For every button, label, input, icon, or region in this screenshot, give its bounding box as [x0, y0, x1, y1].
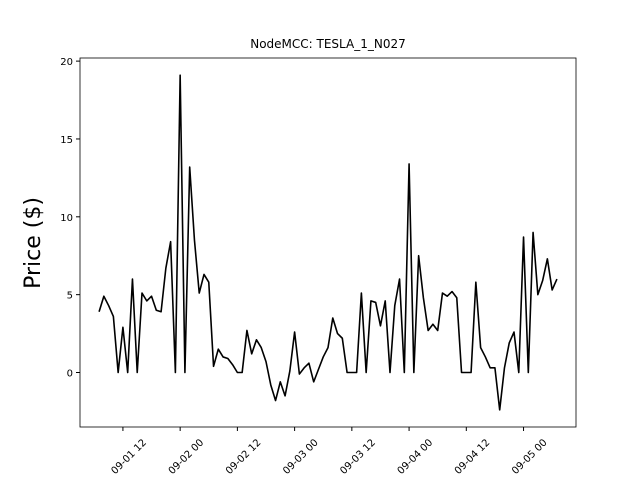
- plot-frame: [79, 57, 577, 428]
- y-tick-label: 15: [60, 135, 73, 146]
- x-tick-label: 09-02 12: [224, 437, 264, 477]
- y-tick-label: 10: [60, 213, 73, 224]
- x-tick-label: 09-03 00: [281, 437, 321, 477]
- x-tick-label: 09-04 00: [396, 437, 436, 477]
- y-tick-label: 5: [67, 291, 73, 302]
- y-tick-label: 0: [67, 369, 73, 380]
- line-series: [98, 74, 558, 411]
- x-tick-label: 09-02 00: [167, 437, 207, 477]
- x-tick-label: 09-01 12: [109, 437, 149, 477]
- y-tick-label: 20: [60, 57, 73, 68]
- chart-title: NodeMCC: TESLA_1_N027: [250, 37, 406, 51]
- x-tick-label: 09-04 12: [453, 437, 493, 477]
- x-tick-label: 09-03 12: [338, 437, 378, 477]
- y-axis-label: Price ($): [21, 197, 46, 289]
- x-tick-label: 09-05 00: [510, 437, 550, 477]
